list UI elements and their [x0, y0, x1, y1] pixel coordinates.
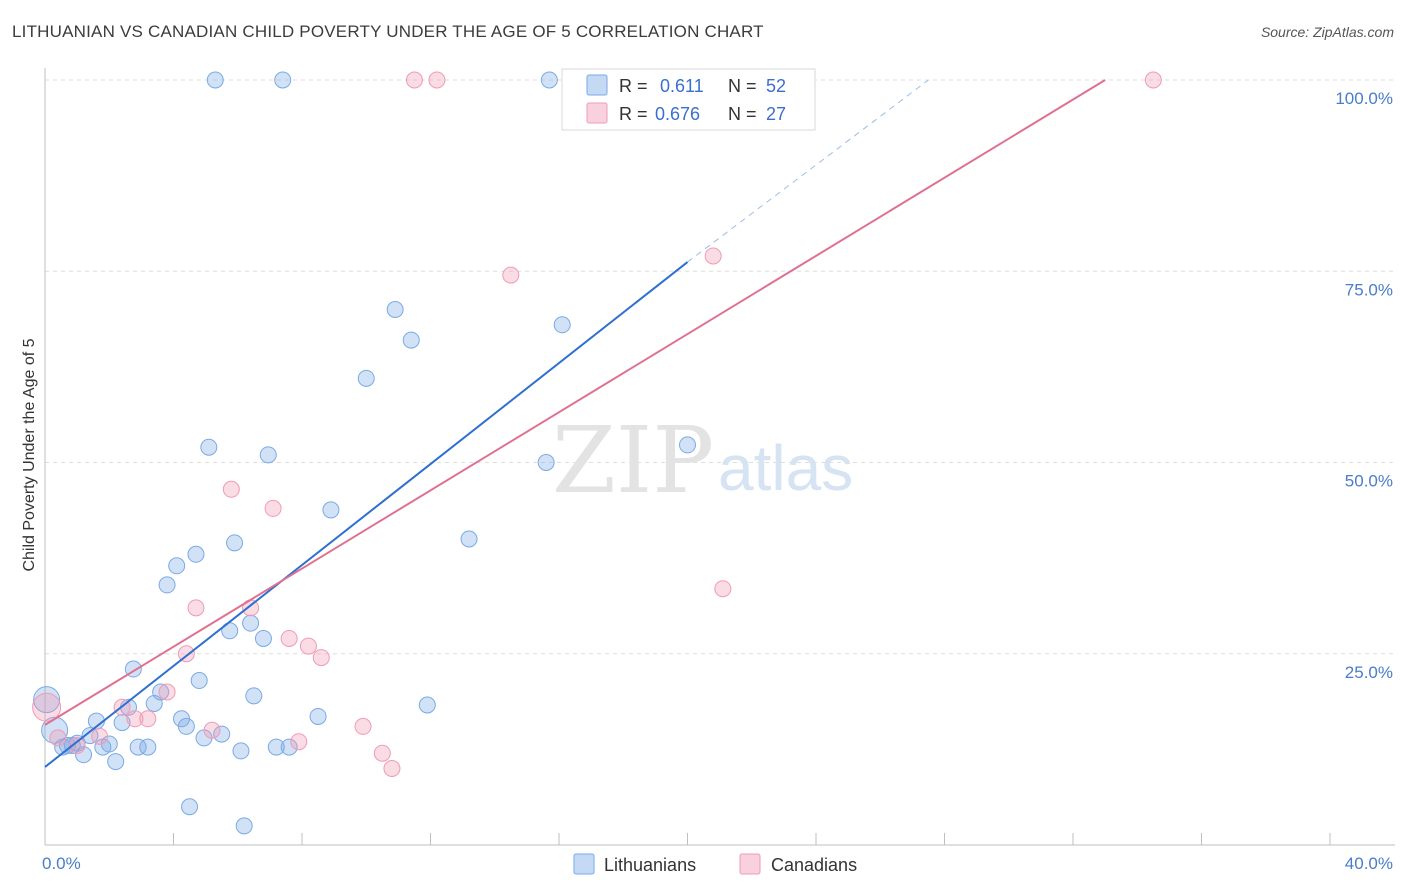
data-point-lithuanians [553, 316, 571, 334]
data-point-canadians [280, 629, 298, 647]
data-point-lithuanians [81, 727, 99, 745]
data-point-lithuanians [181, 798, 199, 816]
data-point-lithuanians [107, 753, 125, 771]
data-point-lithuanians [177, 717, 195, 735]
legend-r-label: R = [619, 76, 648, 96]
data-point-lithuanians [235, 817, 253, 835]
data-point-canadians [383, 760, 401, 777]
bottom-legend: Lithuanians Canadians [573, 853, 857, 875]
data-point-lithuanians [226, 534, 244, 552]
data-point-lithuanians [152, 683, 170, 701]
data-point-canadians [177, 645, 195, 663]
data-point-canadians [704, 247, 722, 265]
trend-line-lithuanians [44, 261, 689, 768]
data-point-canadians [91, 727, 109, 745]
data-point-canadians [405, 71, 423, 89]
grid-lines [45, 79, 1395, 655]
watermark: ZIP atlas [552, 407, 853, 514]
y-tick-label: 100.0% [1335, 89, 1393, 108]
data-point-canadians [126, 710, 144, 728]
data-point-canadians [187, 599, 205, 617]
data-point-canadians [714, 580, 732, 598]
bottom-legend-label-lithuanians: Lithuanians [604, 855, 696, 875]
chart-title: LITHUANIAN VS CANADIAN CHILD POVERTY UND… [12, 22, 764, 41]
data-point-lithuanians [357, 369, 375, 387]
data-point-canadians [312, 649, 330, 667]
data-point-canadians [299, 637, 317, 655]
data-point-lithuanians [129, 738, 147, 756]
data-point-lithuanians [537, 454, 555, 471]
legend-box: R = 0.611 N = 52 R = 0.676 N = 27 [561, 68, 816, 131]
x-tick-label: 40.0% [1345, 854, 1393, 873]
data-point-lithuanians [322, 501, 340, 519]
bottom-legend-swatch-canadians [739, 853, 761, 875]
data-point-canadians [428, 71, 446, 89]
watermark-atlas: atlas [718, 432, 853, 504]
data-point-lithuanians [139, 738, 157, 756]
data-point-lithuanians [460, 530, 478, 548]
trend-lines [44, 79, 1106, 768]
legend-n-value-lithuanians: 52 [766, 76, 786, 96]
watermark-zip: ZIP [552, 407, 714, 514]
data-point-canadians [222, 480, 240, 498]
data-point-canadians [203, 721, 221, 739]
data-point-canadians [502, 266, 520, 284]
legend-swatch-lithuanians [586, 74, 608, 96]
data-point-canadians [373, 744, 391, 762]
data-point-canadians [49, 729, 67, 747]
data-point-canadians [158, 683, 176, 701]
data-point-lithuanians [242, 614, 260, 632]
legend-r-value-lithuanians: 0.611 [660, 76, 704, 96]
legend-n-value-canadians: 27 [766, 104, 786, 124]
data-point-lithuanians [190, 672, 208, 690]
data-point-lithuanians [386, 301, 404, 318]
data-point-lithuanians [33, 686, 61, 714]
data-point-lithuanians [402, 331, 420, 349]
data-point-lithuanians [280, 738, 298, 756]
legend-n-label: N = [728, 76, 757, 96]
bottom-legend-swatch-lithuanians [573, 853, 595, 875]
data-point-canadians [264, 499, 282, 517]
legend-n-label: N = [728, 104, 757, 124]
data-point-lithuanians [267, 738, 285, 756]
y-axis-label: Child Poverty Under the Age of 5 [21, 338, 38, 571]
data-point-canadians [290, 733, 308, 751]
data-point-lithuanians [187, 545, 205, 563]
y-tick-label: 75.0% [1345, 280, 1393, 299]
data-point-canadians [139, 710, 157, 728]
data-point-lithuanians [418, 696, 436, 714]
data-point-canadians [68, 737, 86, 755]
y-tick-label: 25.0% [1345, 663, 1393, 682]
data-point-canadians [1144, 71, 1162, 89]
y-tick-label: 50.0% [1345, 472, 1393, 491]
data-point-lithuanians [168, 557, 186, 575]
axes [44, 68, 1395, 846]
data-point-lithuanians [259, 446, 277, 464]
bottom-legend-label-canadians: Canadians [771, 855, 857, 875]
data-point-lithuanians [254, 629, 272, 647]
data-point-lithuanians [213, 725, 231, 743]
data-point-lithuanians [232, 742, 250, 760]
legend-swatch-canadians [586, 102, 608, 124]
data-point-lithuanians [245, 687, 263, 705]
chart-source: Source: ZipAtlas.com [1260, 24, 1394, 40]
data-point-lithuanians [274, 71, 292, 89]
legend-r-value-canadians: 0.676 [655, 104, 700, 124]
data-point-lithuanians [309, 707, 327, 725]
data-point-canadians [32, 692, 62, 722]
data-point-lithuanians [679, 436, 696, 454]
data-point-lithuanians [200, 438, 218, 456]
data-point-lithuanians [113, 714, 131, 732]
legend-r-label: R = [619, 104, 648, 124]
data-point-lithuanians [540, 71, 558, 89]
data-point-canadians [354, 717, 372, 735]
x-tick-label: 0.0% [42, 854, 81, 873]
data-point-lithuanians [206, 71, 224, 89]
data-point-lithuanians [158, 576, 176, 594]
data-point-lithuanians [75, 746, 93, 764]
tick-labels: 25.0% 50.0% 75.0% 100.0% 0.0% 40.0% [42, 89, 1393, 873]
trend-line-canadians [44, 79, 1106, 726]
data-points [32, 71, 1162, 835]
